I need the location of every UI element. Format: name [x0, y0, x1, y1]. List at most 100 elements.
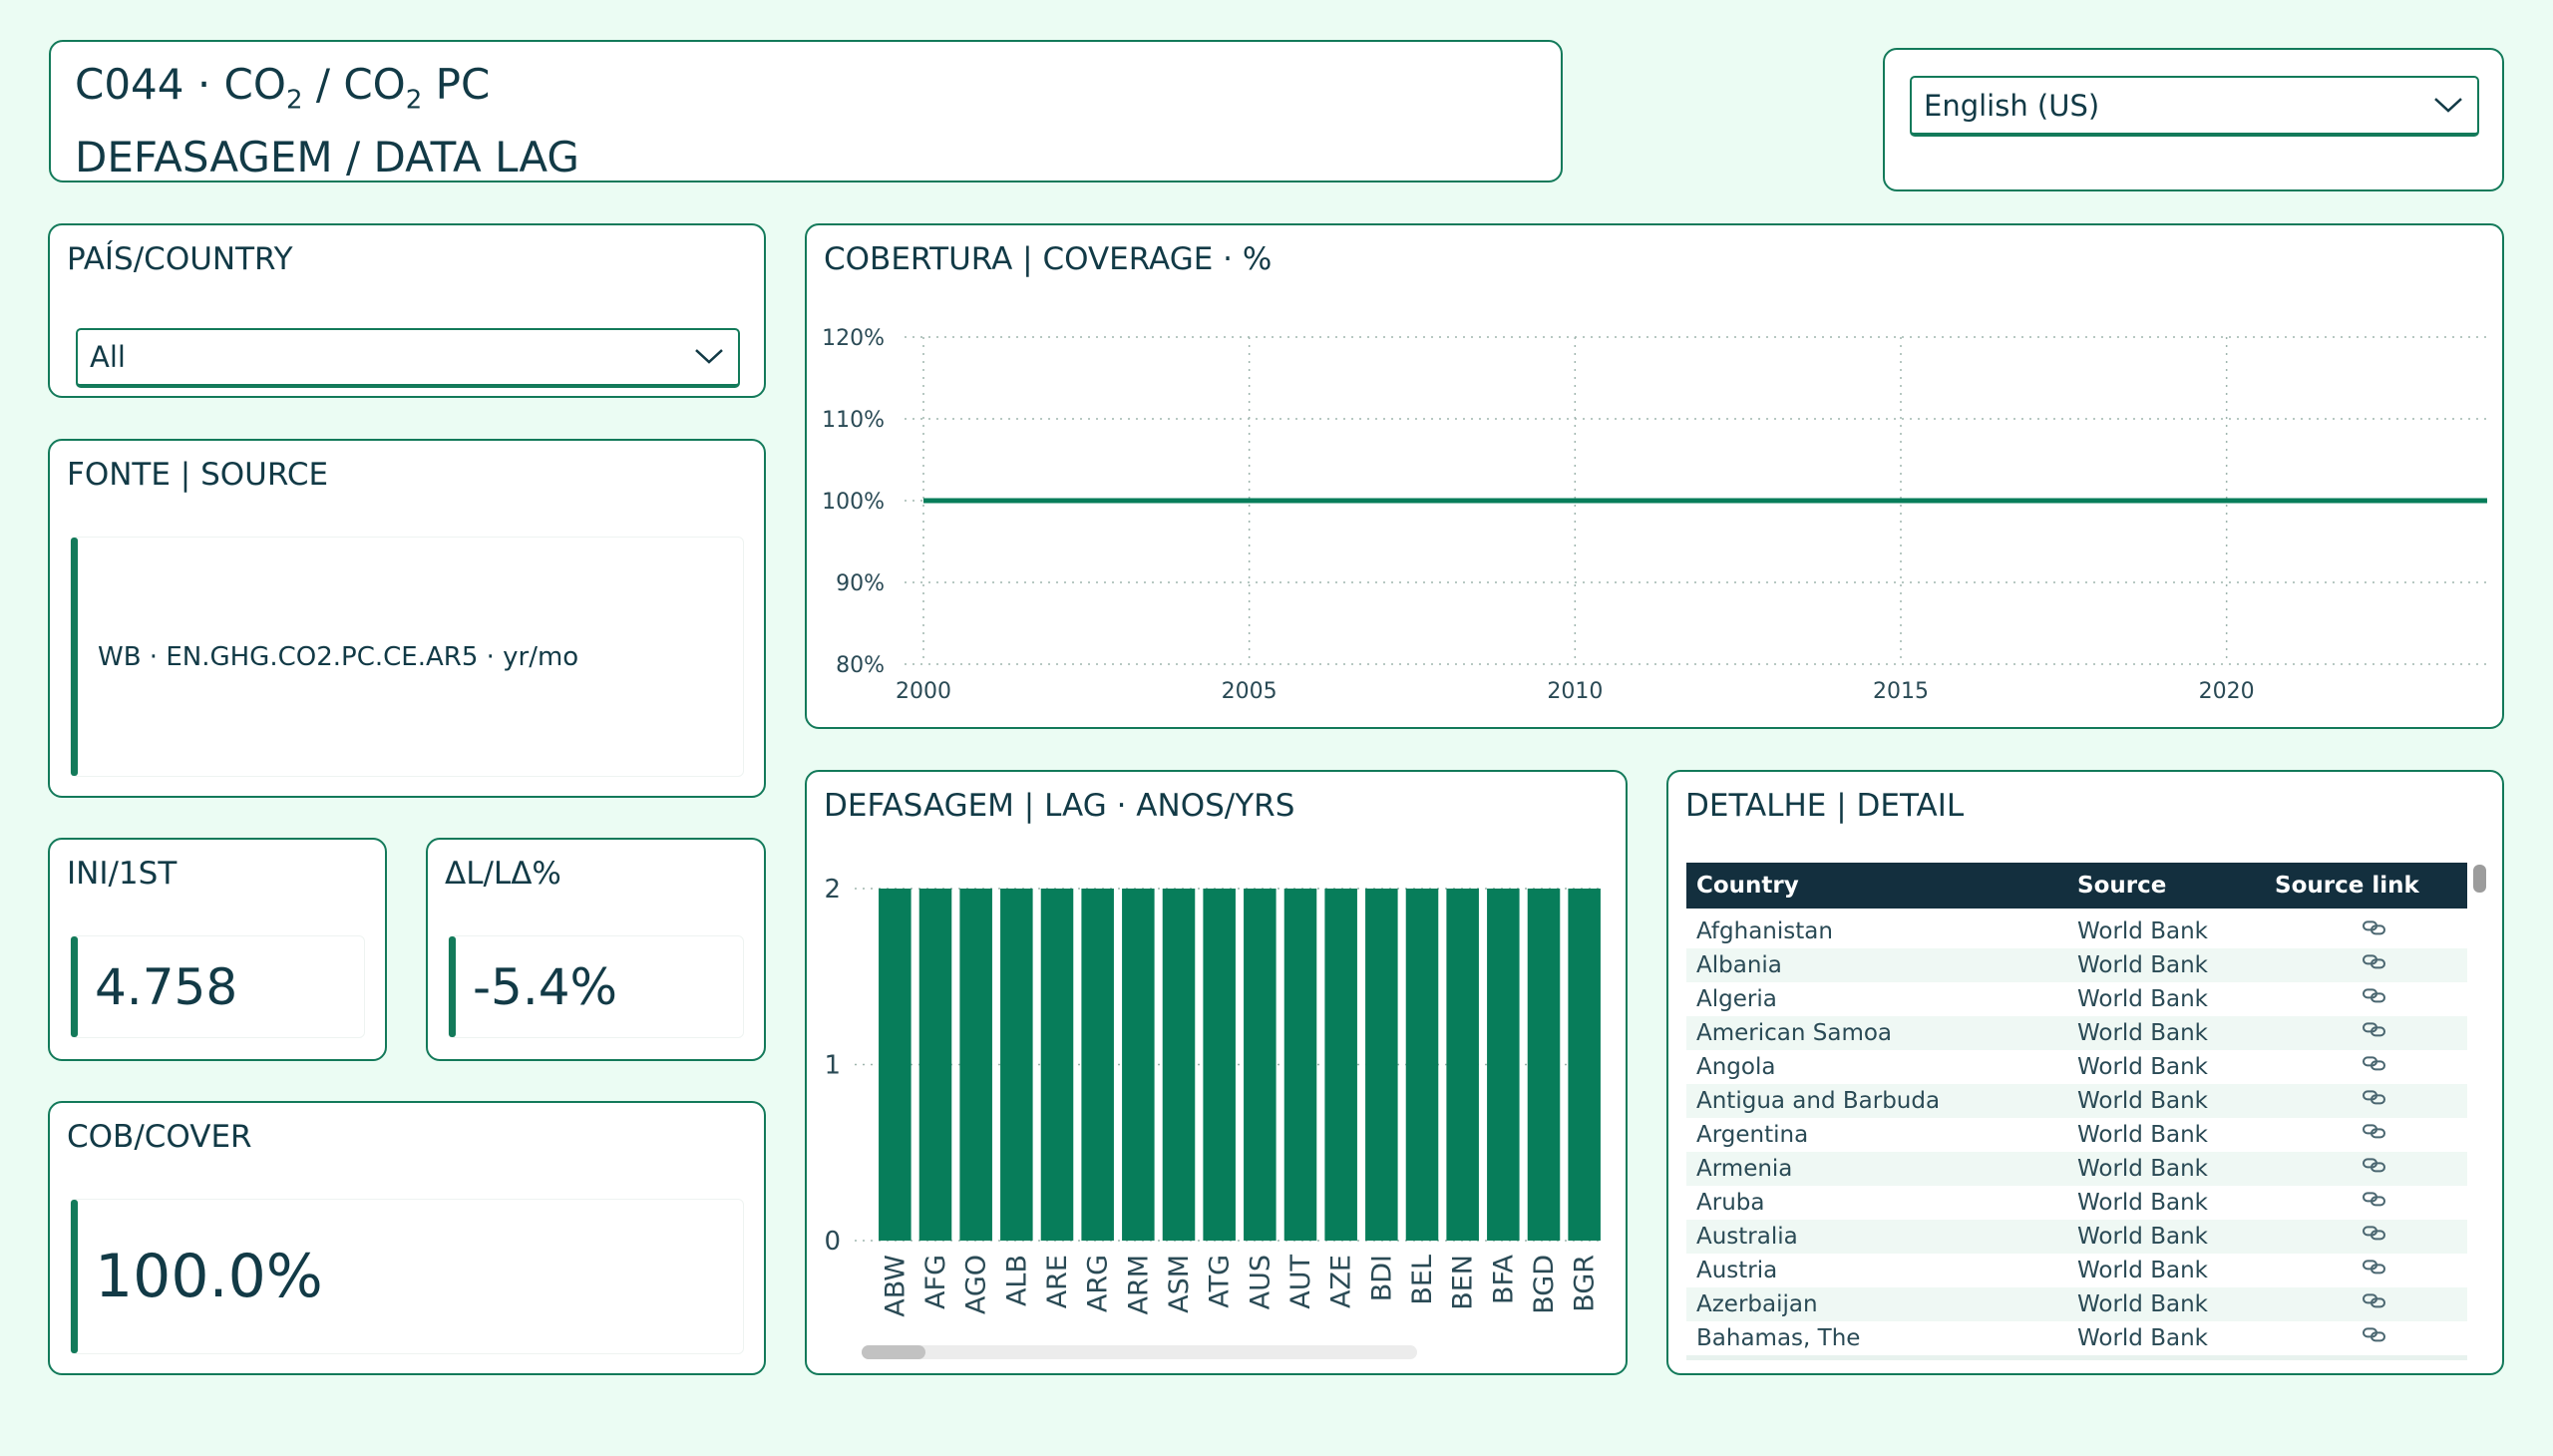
table-row[interactable]: Austria World Bank — [1686, 1254, 2467, 1287]
bar-are — [1040, 889, 1074, 1241]
link-icon[interactable] — [2362, 1291, 2387, 1309]
x-tick-label: 2020 — [2199, 679, 2255, 704]
link-icon[interactable] — [2362, 1020, 2387, 1038]
table-row[interactable]: Bahamas, The World Bank — [1686, 1321, 2467, 1355]
kpi-cover-panel: COB/COVER 100.0% — [48, 1101, 766, 1375]
table-row[interactable]: Azerbaijan World Bank — [1686, 1287, 2467, 1321]
table-row[interactable]: American Samoa World Bank — [1686, 1016, 2467, 1050]
bar-bfa — [1487, 889, 1520, 1241]
x-tick-label: AGO — [961, 1255, 992, 1314]
cell-source: World Bank — [2077, 1325, 2208, 1351]
x-tick-label: ARM — [1123, 1255, 1154, 1315]
bar-atg — [1203, 889, 1236, 1241]
link-icon[interactable] — [2362, 952, 2387, 970]
x-tick-label: ARE — [1042, 1255, 1073, 1308]
x-tick-label: AZE — [1326, 1255, 1357, 1308]
link-icon[interactable] — [2362, 1156, 2387, 1174]
detail-title: DETALHE | DETAIL — [1685, 788, 1965, 824]
table-row[interactable]: Albania World Bank — [1686, 948, 2467, 982]
x-tick-label: BFA — [1488, 1254, 1519, 1304]
table-row[interactable]: Armenia World Bank — [1686, 1152, 2467, 1186]
cell-source: World Bank — [2077, 1020, 2208, 1046]
y-tick-label: 1 — [824, 1051, 841, 1081]
link-icon[interactable] — [2362, 1258, 2387, 1275]
horizontal-scrollbar[interactable] — [862, 1345, 1417, 1359]
table-row[interactable]: Algeria World Bank — [1686, 982, 2467, 1016]
language-dropdown[interactable]: English (US) — [1910, 76, 2479, 137]
bar-aze — [1324, 889, 1357, 1241]
link-icon[interactable] — [2362, 1190, 2387, 1208]
bar-abw — [879, 889, 912, 1241]
bar-ago — [959, 889, 992, 1241]
cell-country: Albania — [1696, 952, 1782, 978]
cell-source: World Bank — [2077, 918, 2208, 944]
table-row[interactable]: Angola World Bank — [1686, 1050, 2467, 1084]
bar-aus — [1244, 889, 1276, 1241]
column-header-source[interactable]: Source — [2077, 873, 2167, 899]
page-title-line2: DEFASAGEM / DATA LAG — [75, 133, 579, 182]
bar-ben — [1446, 889, 1479, 1241]
y-tick-label: 0 — [824, 1227, 841, 1257]
link-icon[interactable] — [2362, 1224, 2387, 1242]
bar-afg — [918, 889, 952, 1241]
kpi-cover-card: 100.0% — [70, 1199, 744, 1354]
chevron-down-icon — [2434, 97, 2462, 113]
link-icon[interactable] — [2362, 1088, 2387, 1106]
source-panel: FONTE | SOURCE WB · EN.GHG.CO2.PC.CE.AR5… — [48, 439, 766, 798]
cell-country: Australia — [1696, 1224, 1798, 1250]
country-dropdown-value: All — [90, 340, 126, 374]
table-row[interactable]: Aruba World Bank — [1686, 1186, 2467, 1220]
table-row[interactable]: Afghanistan World Bank — [1686, 914, 2467, 948]
cell-country: Aruba — [1696, 1190, 1765, 1216]
bar-alb — [1000, 889, 1033, 1241]
x-tick-label: AFG — [920, 1255, 951, 1309]
link-icon[interactable] — [2362, 1325, 2387, 1343]
country-dropdown[interactable]: All — [76, 328, 740, 388]
table-row[interactable]: Australia World Bank — [1686, 1220, 2467, 1254]
kpi-first-title: INI/1ST — [67, 856, 178, 892]
x-tick-label: ATG — [1205, 1255, 1236, 1308]
cell-country: Austria — [1696, 1258, 1778, 1283]
accent-bar — [71, 936, 78, 1037]
column-header-source-link[interactable]: Source link — [2275, 873, 2419, 899]
cell-source: World Bank — [2077, 1224, 2208, 1250]
y-tick-label: 100% — [822, 490, 885, 515]
x-tick-label: BEN — [1448, 1255, 1479, 1310]
page-title: C044 · CO2 / CO2 PC DEFASAGEM / DATA LAG — [75, 56, 579, 186]
cell-source: World Bank — [2077, 1258, 2208, 1283]
kpi-delta-value: -5.4% — [473, 957, 618, 1016]
kpi-first-card: 4.758 — [70, 935, 365, 1038]
vertical-scrollbar-thumb[interactable] — [2473, 865, 2486, 893]
x-tick-label: ARG — [1083, 1255, 1114, 1312]
chevron-down-icon — [695, 349, 723, 364]
source-title: FONTE | SOURCE — [67, 457, 329, 493]
source-value: WB · EN.GHG.CO2.PC.CE.AR5 · yr/mo — [98, 641, 579, 672]
x-tick-label: ASM — [1164, 1255, 1195, 1313]
x-tick-label: 2005 — [1222, 679, 1277, 704]
x-tick-label: ALB — [1001, 1255, 1032, 1306]
cell-country: Armenia — [1696, 1156, 1793, 1182]
x-tick-label: BDI — [1366, 1255, 1397, 1301]
link-icon[interactable] — [2362, 918, 2387, 936]
table-row[interactable]: Argentina World Bank — [1686, 1118, 2467, 1152]
link-icon[interactable] — [2362, 1122, 2387, 1140]
y-tick-label: 110% — [822, 408, 885, 433]
lag-chart-title: DEFASAGEM | LAG · ANOS/YRS — [824, 788, 1295, 824]
cell-country: Azerbaijan — [1696, 1291, 1818, 1317]
kpi-cover-title: COB/COVER — [67, 1119, 252, 1155]
x-tick-label: 2000 — [896, 679, 951, 704]
column-header-country[interactable]: Country — [1696, 873, 1799, 899]
table-row[interactable]: Antigua and Barbuda World Bank — [1686, 1084, 2467, 1118]
coverage-chart-title: COBERTURA | COVERAGE · % — [824, 241, 1273, 277]
x-tick-label: 2010 — [1547, 679, 1603, 704]
y-tick-label: 90% — [836, 571, 885, 596]
x-tick-label: BEL — [1407, 1255, 1438, 1305]
cell-country: American Samoa — [1696, 1020, 1893, 1046]
bar-bdi — [1365, 889, 1398, 1241]
link-icon[interactable] — [2362, 1054, 2387, 1072]
link-icon[interactable] — [2362, 986, 2387, 1004]
cell-source: World Bank — [2077, 1190, 2208, 1216]
y-tick-label: 80% — [836, 653, 885, 678]
x-tick-label: 2015 — [1873, 679, 1929, 704]
scrollbar-thumb[interactable] — [862, 1345, 925, 1359]
